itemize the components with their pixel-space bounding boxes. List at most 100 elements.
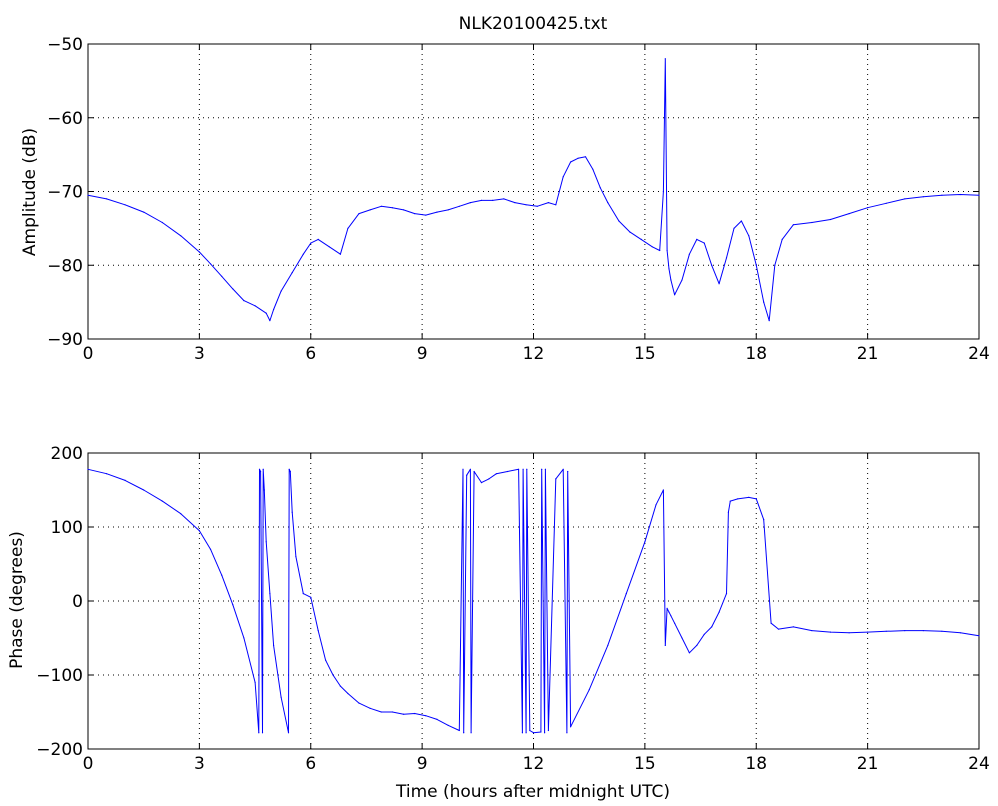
phase-data-point [474,471,475,472]
phase-y-tick-label: 200 [51,444,83,464]
phase-data-point [670,615,671,616]
amplitude-data-point [555,204,556,205]
phase-data-point [563,469,564,470]
amplitude-data-point [665,58,666,59]
amplitude-data-point [180,235,181,236]
phase-data-point [566,732,567,733]
phase-data-point [526,469,527,470]
amplitude-data-point [199,251,200,252]
phase-data-point [370,708,371,709]
amplitude-data-point [436,212,437,213]
phase-x-tick-label: 0 [83,754,94,774]
amplitude-x-tick-label: 9 [417,344,428,364]
amplitude-data-point [162,222,163,223]
amplitude-x-tick-label: 0 [83,344,94,364]
amplitude-data-point [782,239,783,240]
phase-data-point [730,501,731,502]
phase-data-point [466,475,467,476]
amplitude-plot: NLK20100425.txt Amplitude (dB) 0 3 6 9 12 15 1… [20,14,990,364]
amplitude-data-point [232,288,233,289]
phase-data-point [533,732,534,733]
phase-data-point [210,549,211,550]
phase-data-point [87,469,88,470]
phase-data-point [886,631,887,632]
phase-data-point [462,469,463,470]
phase-x-tick-label: 24 [968,754,990,774]
phase-data-point [689,652,690,653]
amplitude-data-point [381,206,382,207]
phase-x-tick-label: 9 [417,754,428,774]
amplitude-data-point [414,213,415,214]
amplitude-data-point [674,294,675,295]
phase-data-point [793,626,794,627]
amplitude-data-point [503,198,504,199]
phase-data-point [681,637,682,638]
phase-data-point [668,612,669,613]
phase-data-point [526,732,527,733]
amplitude-data-point [459,206,460,207]
amplitude-data-point [243,300,244,301]
amplitude-data-point [470,202,471,203]
phase-data-point [381,711,382,712]
amplitude-x-tick-label: 6 [305,344,316,364]
phase-data-point [463,732,464,733]
phase-data-point [545,469,546,470]
amplitude-data-point [904,198,905,199]
amplitude-data-point [681,279,682,280]
phase-data-point [704,634,705,635]
amplitude-data-point [769,320,770,321]
phase-data-point [978,635,979,636]
phase-data-point [290,471,291,472]
phase-data-point [570,726,571,727]
amplitude-data-point [269,320,270,321]
phase-data-point [719,612,720,613]
amplitude-data-point [125,204,126,205]
phase-data-point [665,645,666,646]
phase-data-point [941,631,942,632]
amplitude-data-point [741,220,742,221]
phase-data-point [904,630,905,631]
phase-data-point [644,541,645,542]
amplitude-data-point [537,206,538,207]
phase-data-point [655,504,656,505]
amplitude-data-point [719,283,720,284]
amplitude-data-point [292,272,293,273]
phase-data-point [262,732,263,733]
phase-data-point [496,473,497,474]
amplitude-data-point [592,169,593,170]
amplitude-data-point [689,254,690,255]
amplitude-data-point [670,279,671,280]
phase-data-point [555,478,556,479]
amplitude-y-axis-label: Amplitude (dB) [20,128,40,256]
phase-data-point [544,732,545,733]
phase-data-point [711,626,712,627]
amplitude-data-point [210,263,211,264]
time-x-axis-label: Time (hours after midnight UTC) [395,782,670,802]
phase-data-point [507,471,508,472]
phase-y-tick-label: −200 [36,740,83,760]
phase-data-point [266,541,267,542]
phase-data-point [626,593,627,594]
phase-data-point [289,469,290,470]
amplitude-data-point [281,291,282,292]
amplitude-data-point [704,243,705,244]
phase-data-point [259,469,260,470]
amplitude-data-point [733,228,734,229]
phase-data-point [778,629,779,630]
amplitude-data-point [392,207,393,208]
amplitude-data-point [585,156,586,157]
phase-data-point [232,604,233,605]
amplitude-data-point [303,254,304,255]
amplitude-data-point [403,209,404,210]
phase-data-point [340,686,341,687]
phase-data-point [243,637,244,638]
amplitude-data-point [886,203,887,204]
amplitude-y-tick-label: −80 [47,256,83,276]
phase-data-point [269,593,270,594]
amplitude-x-tick-label: 21 [857,344,879,364]
phase-data-point [748,497,749,498]
amplitude-data-point [667,250,668,251]
phase-data-point [518,469,519,470]
phase-data-point [923,630,924,631]
